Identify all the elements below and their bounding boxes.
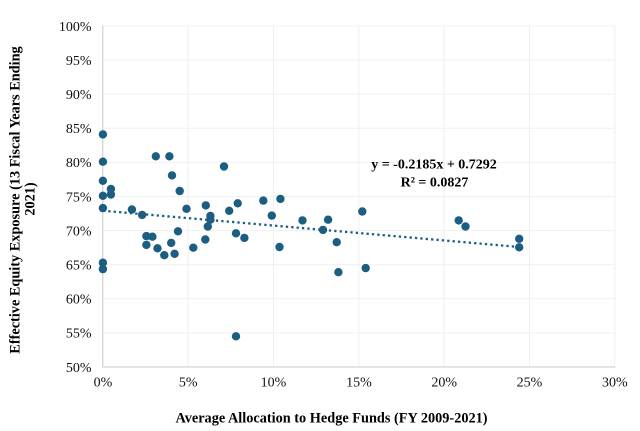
svg-text:60%: 60% — [66, 293, 92, 308]
svg-text:25%: 25% — [517, 376, 543, 391]
svg-text:y = -0.2185x + 0.7292: y = -0.2185x + 0.7292 — [371, 157, 497, 172]
svg-text:Effective Equity Exposure (13: Effective Equity Exposure (13 Fiscal Yea… — [8, 45, 24, 353]
svg-text:0%: 0% — [94, 376, 113, 391]
svg-text:75%: 75% — [66, 190, 92, 205]
svg-text:5%: 5% — [179, 376, 198, 391]
svg-text:Average Allocation to Hedge Fu: Average Allocation to Hedge Funds (FY 20… — [175, 410, 487, 426]
svg-text:90%: 90% — [66, 88, 92, 103]
svg-text:50%: 50% — [66, 361, 92, 376]
svg-text:85%: 85% — [66, 122, 92, 137]
svg-text:10%: 10% — [261, 376, 287, 391]
svg-text:15%: 15% — [346, 376, 372, 391]
svg-text:80%: 80% — [66, 156, 92, 171]
svg-text:95%: 95% — [66, 54, 92, 69]
svg-text:65%: 65% — [66, 259, 92, 274]
svg-text:55%: 55% — [66, 327, 92, 342]
svg-text:30%: 30% — [602, 376, 628, 391]
svg-text:2021): 2021) — [23, 182, 39, 216]
svg-text:R² = 0.0827: R² = 0.0827 — [401, 176, 469, 191]
svg-text:70%: 70% — [66, 224, 92, 239]
svg-text:20%: 20% — [431, 376, 457, 391]
svg-text:100%: 100% — [59, 20, 92, 35]
